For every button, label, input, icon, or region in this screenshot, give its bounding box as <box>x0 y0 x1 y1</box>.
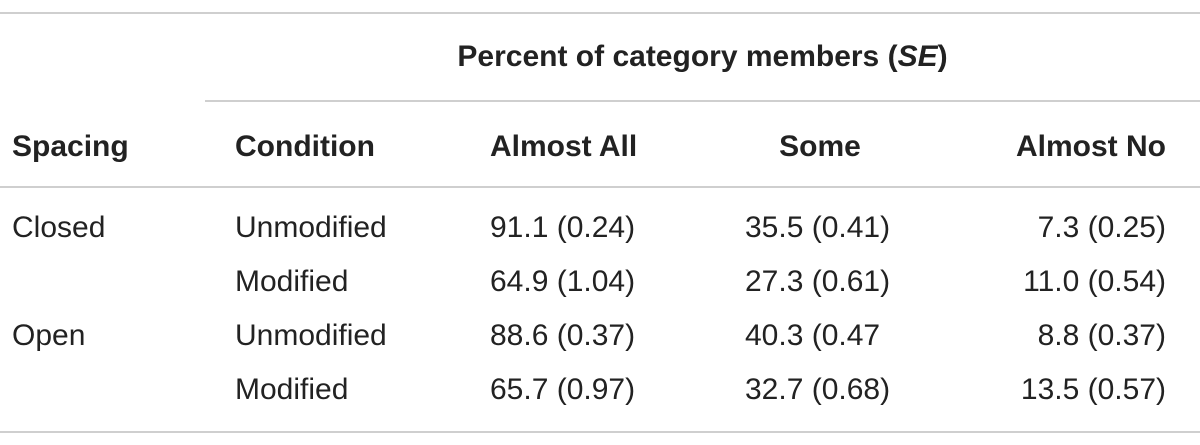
group-header-suffix: ) <box>937 40 948 73</box>
column-header-condition: Condition <box>235 130 375 163</box>
group-header-rule <box>205 100 1200 102</box>
header-rule <box>0 186 1200 188</box>
column-header-almost-no: Almost No <box>1016 130 1166 163</box>
group-header-italic: SE <box>897 40 938 73</box>
row-3-almost-all: 88.6 (0.37) <box>490 319 636 352</box>
row-2-condition: Modified <box>235 265 349 298</box>
group-header-prefix: Percent of category members ( <box>457 40 898 73</box>
row-2-some: 27.3 (0.61) <box>745 265 891 298</box>
row-4-almost-no: 13.5 (0.57) <box>1020 373 1166 406</box>
bottom-rule <box>0 431 1200 433</box>
row-2-almost-no: 11.0 (0.54) <box>1023 265 1166 298</box>
row-3-condition: Unmodified <box>235 319 387 352</box>
column-header-almost-all: Almost All <box>490 130 638 163</box>
row-1-spacing: Closed <box>12 211 106 244</box>
row-2-almost-all: 64.9 (1.04) <box>490 265 636 298</box>
row-4-almost-all: 65.7 (0.97) <box>490 373 636 406</box>
row-4-condition: Modified <box>235 373 349 406</box>
row-3-almost-no: 8.8 (0.37) <box>1037 319 1166 352</box>
row-1-condition: Unmodified <box>235 211 387 244</box>
row-1-almost-no: 7.3 (0.25) <box>1037 211 1166 244</box>
row-1-some: 35.5 (0.41) <box>745 211 891 244</box>
top-rule <box>0 12 1200 14</box>
column-header-some: Some <box>779 130 861 163</box>
column-header-spacing: Spacing <box>12 130 129 163</box>
row-3-some: 40.3 (0.47 <box>745 319 881 352</box>
row-3-spacing: Open <box>12 319 86 352</box>
group-header: Percent of category members (SE) <box>205 40 1200 74</box>
row-4-some: 32.7 (0.68) <box>745 373 891 406</box>
row-1-almost-all: 91.1 (0.24) <box>490 211 636 244</box>
